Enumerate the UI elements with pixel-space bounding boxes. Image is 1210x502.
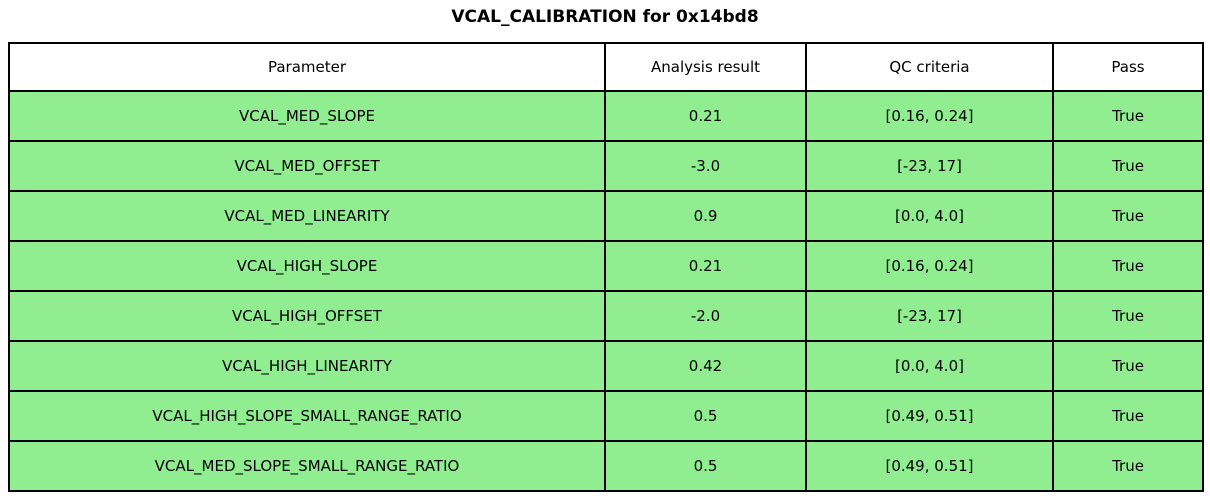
cell-analysis-result: -2.0 [604, 290, 807, 342]
cell-parameter: VCAL_MED_OFFSET [8, 140, 606, 192]
cell-pass: True [1052, 340, 1204, 392]
table-row: VCAL_HIGH_SLOPE_SMALL_RANGE_RATIO 0.5 [0.4… [8, 390, 1204, 442]
cell-qc-criteria: [0.0, 4.0] [805, 190, 1054, 242]
cell-pass: True [1052, 290, 1204, 342]
cell-qc-criteria: [0.49, 0.51] [805, 390, 1054, 442]
cell-parameter: VCAL_HIGH_OFFSET [8, 290, 606, 342]
cell-analysis-result: 0.42 [604, 340, 807, 392]
cell-parameter: VCAL_HIGH_LINEARITY [8, 340, 606, 392]
column-header-parameter: Parameter [8, 42, 606, 92]
cell-pass: True [1052, 240, 1204, 292]
cell-pass: True [1052, 140, 1204, 192]
table-row: VCAL_HIGH_LINEARITY 0.42 [0.0, 4.0] True [8, 340, 1204, 392]
cell-qc-criteria: [-23, 17] [805, 140, 1054, 192]
table-row: VCAL_MED_LINEARITY 0.9 [0.0, 4.0] True [8, 190, 1204, 242]
cell-parameter: VCAL_HIGH_SLOPE_SMALL_RANGE_RATIO [8, 390, 606, 442]
column-header-qc-criteria: QC criteria [805, 42, 1054, 92]
table-row: VCAL_HIGH_OFFSET -2.0 [-23, 17] True [8, 290, 1204, 342]
table-row: VCAL_MED_SLOPE 0.21 [0.16, 0.24] True [8, 90, 1204, 142]
page-title: VCAL_CALIBRATION for 0x14bd8 [451, 7, 759, 27]
cell-pass: True [1052, 190, 1204, 242]
cell-pass: True [1052, 390, 1204, 442]
cell-qc-criteria: [-23, 17] [805, 290, 1054, 342]
table-body: VCAL_MED_SLOPE 0.21 [0.16, 0.24] True VCAL_M… [8, 90, 1204, 492]
cell-pass: True [1052, 90, 1204, 142]
cell-analysis-result: 0.21 [604, 240, 807, 292]
cell-parameter: VCAL_MED_SLOPE_SMALL_RANGE_RATIO [8, 440, 606, 492]
table-header: Parameter Analysis result QC criteria Pa… [8, 42, 1204, 92]
table-row: VCAL_MED_SLOPE_SMALL_RANGE_RATIO 0.5 [0.49… [8, 440, 1204, 492]
cell-analysis-result: -3.0 [604, 140, 807, 192]
table-row: VCAL_HIGH_SLOPE 0.21 [0.16, 0.24] True [8, 240, 1204, 292]
cell-analysis-result: 0.21 [604, 90, 807, 142]
cell-analysis-result: 0.5 [604, 390, 807, 442]
cell-qc-criteria: [0.0, 4.0] [805, 340, 1054, 392]
column-header-analysis-result: Analysis result [604, 42, 807, 92]
cell-parameter: VCAL_MED_LINEARITY [8, 190, 606, 242]
cell-parameter: VCAL_HIGH_SLOPE [8, 240, 606, 292]
header-row: Parameter Analysis result QC criteria Pa… [8, 42, 1204, 92]
table-row: VCAL_MED_OFFSET -3.0 [-23, 17] True [8, 140, 1204, 192]
cell-qc-criteria: [0.49, 0.51] [805, 440, 1054, 492]
cell-parameter: VCAL_MED_SLOPE [8, 90, 606, 142]
cell-analysis-result: 0.5 [604, 440, 807, 492]
cell-pass: True [1052, 440, 1204, 492]
cell-analysis-result: 0.9 [604, 190, 807, 242]
cell-qc-criteria: [0.16, 0.24] [805, 90, 1054, 142]
qc-results-table: Parameter Analysis result QC criteria Pa… [8, 42, 1204, 492]
cell-qc-criteria: [0.16, 0.24] [805, 240, 1054, 292]
column-header-pass: Pass [1052, 42, 1204, 92]
